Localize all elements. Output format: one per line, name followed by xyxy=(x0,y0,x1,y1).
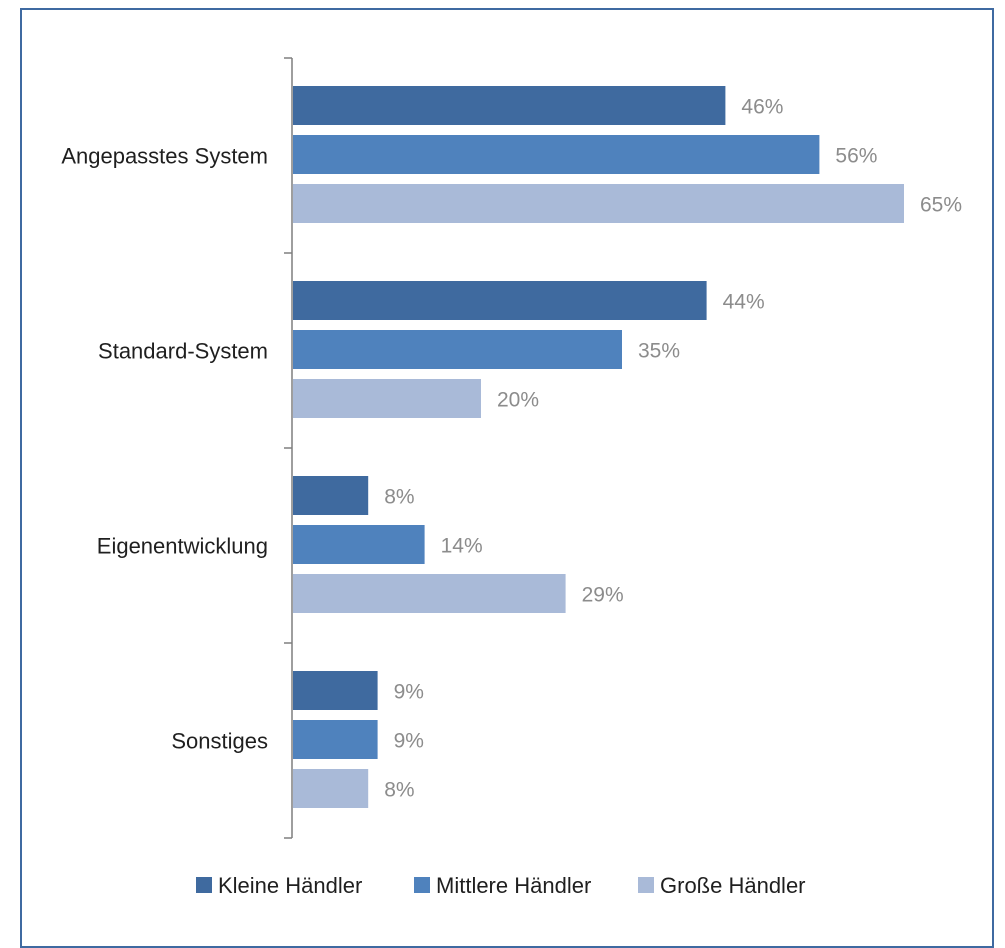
bar-sonstiges-0 xyxy=(293,671,378,710)
bar-standard-system-0 xyxy=(293,281,707,320)
data-label-eigenentwicklung-2: 29% xyxy=(582,584,624,607)
legend-label-2: Große Händler xyxy=(660,873,806,898)
data-label-eigenentwicklung-1: 14% xyxy=(441,535,483,558)
category-label-eigenentwicklung: Eigenentwicklung xyxy=(97,534,268,559)
category-label-angepasstes-system: Angepasstes System xyxy=(61,144,268,169)
bar-angepasstes-system-2 xyxy=(293,184,904,223)
data-label-standard-system-2: 20% xyxy=(497,389,539,412)
bar-standard-system-2 xyxy=(293,379,481,418)
bar-standard-system-1 xyxy=(293,330,622,369)
bar-angepasstes-system-0 xyxy=(293,86,726,125)
data-label-angepasstes-system-2: 65% xyxy=(920,194,962,217)
data-label-standard-system-0: 44% xyxy=(723,291,765,314)
data-label-sonstiges-0: 9% xyxy=(394,681,424,704)
data-label-angepasstes-system-0: 46% xyxy=(741,96,783,119)
bar-eigenentwicklung-0 xyxy=(293,476,369,515)
data-label-angepasstes-system-1: 56% xyxy=(835,145,877,168)
category-label-sonstiges: Sonstiges xyxy=(171,729,268,754)
category-label-standard-system: Standard-System xyxy=(98,339,268,364)
data-label-standard-system-1: 35% xyxy=(638,340,680,363)
bar-eigenentwicklung-1 xyxy=(293,525,425,564)
legend-swatch-1 xyxy=(414,877,430,893)
legend-swatch-0 xyxy=(196,877,212,893)
bar-eigenentwicklung-2 xyxy=(293,574,566,613)
data-label-sonstiges-2: 8% xyxy=(384,779,414,802)
bar-angepasstes-system-1 xyxy=(293,135,820,174)
bar-sonstiges-1 xyxy=(293,720,378,759)
bar-sonstiges-2 xyxy=(293,769,369,808)
legend-label-1: Mittlere Händler xyxy=(436,873,591,898)
data-label-sonstiges-1: 9% xyxy=(394,730,424,753)
data-label-eigenentwicklung-0: 8% xyxy=(384,486,414,509)
legend-swatch-2 xyxy=(638,877,654,893)
legend-label-0: Kleine Händler xyxy=(218,873,362,898)
